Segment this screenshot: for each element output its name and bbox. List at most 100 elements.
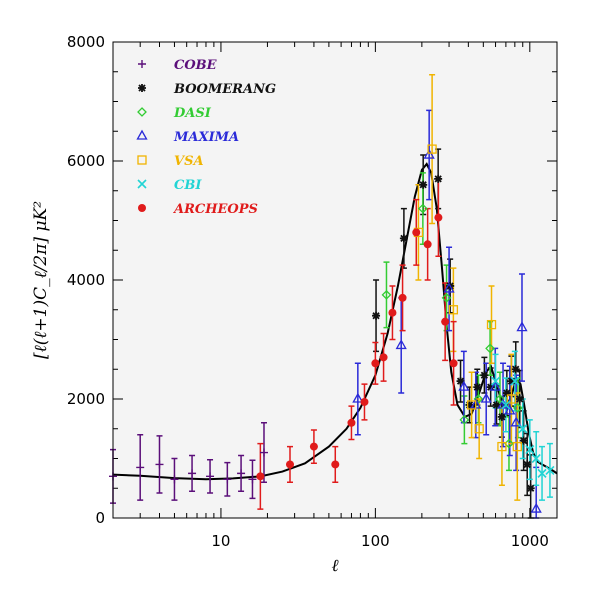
vsa-error-bar [476, 398, 483, 460]
maxima-point [489, 380, 501, 391]
archeops-point [423, 240, 432, 249]
legend-marker-vsa [137, 155, 147, 165]
cbi-point [545, 465, 555, 475]
archeops-point [388, 308, 397, 317]
boomerang-point [480, 371, 489, 380]
maxima-point [352, 392, 364, 403]
cobe-point [206, 472, 215, 481]
cbi-point [510, 376, 520, 386]
archeops-point [309, 442, 318, 451]
legend-label-boomerang: BOOMERANG [173, 82, 276, 97]
cbi-point [537, 468, 547, 478]
maxima-error-bar [426, 109, 433, 201]
archeops-point [347, 418, 356, 427]
x-tick-label: 10 [211, 532, 230, 550]
y-axis-label: [ℓ(ℓ+1)C_ℓ/2π] μK² [31, 201, 51, 359]
boomerang-point [486, 383, 495, 392]
cobe-point [259, 448, 268, 457]
boomerang-point [526, 484, 535, 493]
y-tick-label: 0 [95, 509, 105, 527]
maxima-point [504, 404, 516, 415]
boomerang-point [372, 311, 381, 320]
cobe-point [237, 469, 246, 478]
legend-marker-dasi [137, 107, 147, 117]
vsa-error-bar [429, 73, 436, 225]
cbi-point [490, 376, 501, 386]
legend-label-maxima: MAXIMA [173, 130, 239, 145]
vsa-point [474, 424, 484, 434]
legend-label-cbi: CBI [174, 178, 202, 193]
maxima-error-bar [354, 362, 361, 436]
boomerang-point [473, 383, 482, 392]
plot-frame [112, 41, 558, 519]
boomerang-point [523, 460, 532, 469]
cbi-point [518, 424, 528, 434]
legend-label-cobe: COBE [174, 58, 218, 73]
cobe-point [188, 469, 197, 478]
boomerang-point [434, 174, 443, 183]
dasi-point [459, 414, 470, 425]
cbi-point [525, 445, 535, 455]
legend-label-dasi: DASI [173, 106, 212, 121]
maxima-point [530, 502, 542, 513]
maxima-point [516, 321, 528, 332]
archeops-point [285, 460, 294, 469]
vsa-point [448, 305, 459, 315]
archeops-point [398, 293, 407, 302]
archeops-point [441, 317, 450, 326]
error-bars [110, 73, 553, 519]
dasi-error-bar [383, 261, 390, 329]
archeops-point [449, 359, 458, 368]
axis-tick-labels: 10 100 1000 0 2000 4000 6000 8000 [67, 33, 549, 550]
archeops-point [379, 353, 388, 362]
maxima-point [395, 339, 407, 350]
boomerang-point [492, 400, 501, 409]
dasi-point [473, 394, 484, 404]
plot-area [113, 42, 557, 518]
maxima-point [458, 380, 470, 391]
x-tick-label: 1000 [511, 532, 549, 550]
data-markers [109, 144, 555, 513]
archeops-point [256, 472, 265, 481]
legend-label-vsa: VSA [174, 154, 204, 169]
maxima-point [480, 392, 492, 403]
boomerang-point [507, 377, 516, 386]
boomerang-point [399, 234, 408, 243]
dasi-point [441, 292, 452, 303]
dasi-point [495, 394, 505, 404]
boomerang-point [502, 389, 511, 398]
maxima-error-bar [500, 362, 507, 448]
cbi-point [531, 453, 541, 464]
cobe-point [136, 463, 145, 472]
maxima-point [510, 416, 522, 427]
x-axis-label: ℓ [331, 556, 338, 576]
cobe-point [223, 475, 232, 484]
legend-label-archeops: ARCHEOPS [172, 202, 258, 217]
cbi-point [501, 400, 511, 410]
maxima-error-bar [446, 246, 453, 332]
cobe-point [170, 475, 179, 484]
dasi-point [417, 203, 428, 214]
vsa-point [466, 400, 477, 410]
cobe-point [155, 460, 164, 469]
boomerang-point [456, 377, 465, 386]
vsa-point [427, 144, 437, 154]
vsa-point [506, 394, 517, 404]
y-tick-label: 6000 [67, 152, 105, 170]
boomerang-point [419, 180, 428, 189]
y-tick-label: 2000 [67, 390, 105, 408]
vsa-point [512, 441, 522, 452]
maxima-point [443, 282, 455, 293]
boomerang-point [465, 400, 474, 409]
legend-marker-archeops [138, 204, 146, 212]
legend-marker-boomerang [138, 84, 146, 92]
archeops-point [434, 213, 443, 222]
legend: COBE BOOMERANG DASI MAXIMA VSA CBI ARCHEOPS [136, 58, 276, 217]
legend-marker-maxima [136, 129, 148, 140]
y-tick-label: 4000 [67, 271, 105, 289]
boomerang-point [515, 395, 524, 403]
legend-marker-cbi [137, 179, 147, 189]
boomerang-point [519, 436, 528, 445]
maxima-error-bar [518, 273, 525, 382]
